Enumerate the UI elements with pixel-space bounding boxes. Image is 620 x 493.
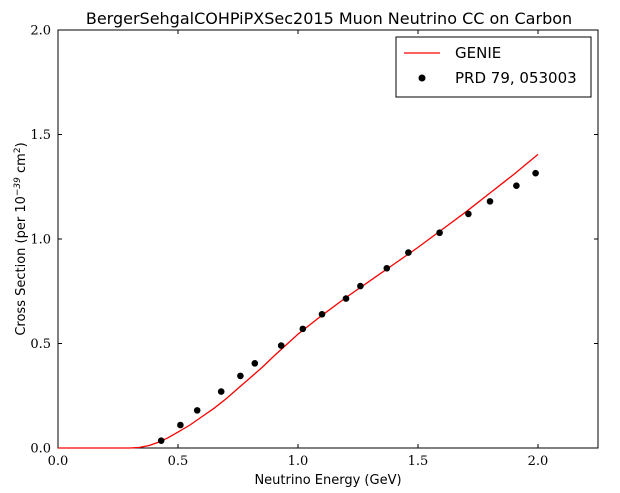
x-tick-label: 1.5 [408, 454, 429, 469]
y-axis-label-exponent: −39 [13, 177, 23, 196]
y-tick-label: 1.0 [30, 233, 51, 248]
data-point [157, 437, 165, 444]
legend-genie-label: GENIE [455, 44, 501, 62]
plot-frame [57, 29, 599, 449]
data-point [177, 421, 184, 429]
data-point [513, 182, 520, 190]
data-point [465, 210, 472, 218]
series-layer [58, 153, 539, 449]
legend-box [395, 36, 592, 98]
x-tick-label: 0.0 [48, 454, 69, 469]
data-point [383, 264, 391, 272]
data-point [486, 198, 494, 205]
data-point [299, 325, 307, 333]
data-point [193, 407, 201, 414]
y-tick-label: 2.0 [30, 24, 51, 39]
y-axis-label-prefix: Cross Section (per 10 [14, 196, 29, 336]
y-axis-label-unit: cm [14, 153, 29, 177]
data-point [318, 310, 326, 318]
legend: GENIE PRD 79, 053003 [395, 36, 592, 98]
data-point [217, 388, 225, 395]
y-axis-label-suffix: ) [14, 142, 29, 147]
data-point [277, 342, 285, 349]
chart-title: BergerSehgalCOHPiPXSec2015 Muon Neutrino… [86, 9, 572, 28]
data-point [405, 249, 412, 256]
plot-area [57, 29, 599, 449]
x-tick-label: 1.0 [288, 454, 309, 469]
axis-ticks [57, 29, 598, 449]
legend-prd-label: PRD 79, 053003 [455, 69, 577, 87]
y-tick-label: 0.5 [30, 337, 51, 352]
data-point [251, 360, 259, 367]
x-tick-label: 2.0 [528, 454, 549, 469]
data-point [357, 282, 364, 290]
data-point [342, 295, 350, 302]
data-point [532, 169, 539, 177]
data-point [237, 372, 244, 380]
y-axis-label: Cross Section (per 10−39 cm2) [13, 142, 29, 335]
tick-labels: 0.0 0.5 1.0 1.5 2.0 0.0 0.5 1.0 1.5 2.0 [30, 24, 548, 470]
y-tick-label: 0.0 [30, 442, 51, 457]
x-axis-label: Neutrino Energy (GeV) [254, 473, 401, 488]
data-point [436, 229, 443, 237]
x-tick-label: 0.5 [168, 454, 189, 469]
y-axis-label-unit-exponent: 2 [13, 147, 23, 153]
legend-prd-marker-swatch [418, 74, 426, 82]
y-tick-label: 1.5 [30, 128, 51, 143]
